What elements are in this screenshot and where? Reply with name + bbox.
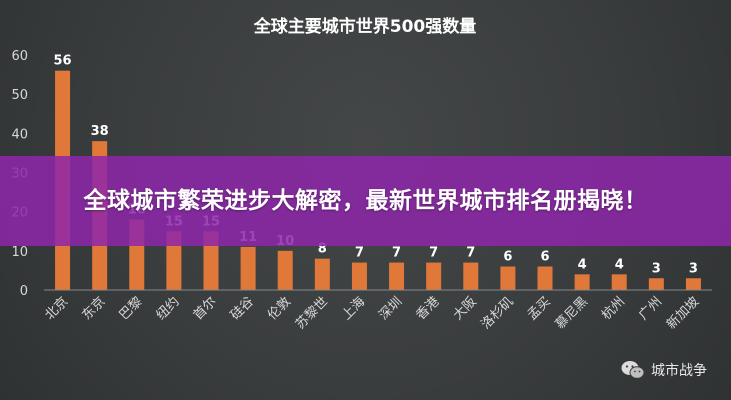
x-tick-label: 新加坡: [663, 294, 702, 333]
x-tick-label: 大阪: [451, 294, 480, 323]
bar-value-label: 7: [392, 246, 401, 261]
x-tick-label: 硅谷: [228, 294, 257, 323]
bar-value-label: 38: [91, 124, 109, 139]
bar-value-label: 4: [615, 257, 624, 272]
bar: [389, 262, 405, 290]
headline-banner: 全球城市繁荣进步大解密，最新世界城市排名册揭晓！: [0, 156, 731, 246]
x-tick-label: 上海: [339, 294, 368, 323]
bar: [240, 246, 256, 290]
bar: [277, 250, 293, 290]
watermark: 城市战争: [621, 360, 707, 380]
bar-value-label: 7: [355, 246, 364, 261]
x-tick-label: 巴黎: [117, 294, 146, 323]
bar-value-label: 8: [318, 242, 327, 257]
bar-value-label: 3: [652, 261, 661, 276]
wechat-icon: [621, 361, 645, 379]
x-tick-label: 北京: [42, 294, 71, 323]
x-tick-label: 广州: [636, 294, 665, 323]
bar: [537, 266, 553, 290]
watermark-label: 城市战争: [651, 363, 707, 379]
bar: [611, 274, 627, 290]
x-tick-label: 香港: [413, 294, 442, 323]
bar-value-label: 7: [429, 246, 438, 261]
bar-value-label: 7: [466, 246, 475, 261]
chart-title: 全球主要城市世界500强数量: [253, 16, 477, 37]
x-tick-label: 首尔: [191, 294, 220, 323]
headline-text: 全球城市繁荣进步大解密，最新世界城市排名册揭晓！: [83, 188, 648, 214]
bar: [463, 262, 479, 290]
bar-value-label: 56: [54, 54, 72, 69]
y-tick-label: 0: [20, 284, 28, 299]
x-tick-label: 孟买: [525, 294, 554, 323]
bar: [648, 278, 664, 290]
bar-value-label: 3: [689, 261, 698, 276]
bar: [351, 262, 367, 290]
bar: [426, 262, 442, 290]
bar-value-label: 4: [578, 257, 587, 272]
bar: [685, 278, 701, 290]
x-tick-label: 深圳: [376, 294, 405, 323]
bar: [574, 274, 590, 290]
y-tick-label: 50: [11, 88, 28, 103]
x-tick-label: 东京: [79, 294, 108, 323]
y-tick-label: 40: [11, 127, 28, 142]
x-tick-label: 洛杉矶: [479, 294, 517, 332]
x-tick-label: 杭州: [599, 294, 628, 323]
x-tick-label: 伦敦: [264, 294, 294, 324]
x-tick-label: 纽约: [154, 294, 183, 323]
x-tick-label: 慕尼黑: [553, 294, 591, 332]
bar: [500, 266, 516, 290]
x-tick-label: 苏黎世: [292, 294, 331, 333]
bar: [314, 258, 330, 290]
y-tick-label: 60: [11, 49, 28, 64]
bar-value-label: 6: [540, 250, 549, 265]
bar-value-label: 6: [503, 250, 512, 265]
y-tick-label: 10: [11, 245, 28, 260]
